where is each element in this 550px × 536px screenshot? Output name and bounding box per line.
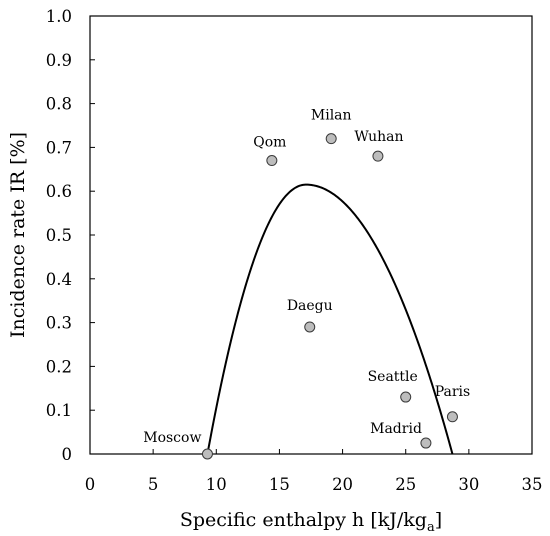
x-tick-label: 25: [395, 475, 416, 494]
point-label-daegu: Daegu: [287, 298, 333, 314]
x-tick-label: 0: [85, 475, 96, 494]
y-tick-label: 0.6: [46, 182, 72, 201]
x-axis-title-suffix: ]: [435, 509, 442, 531]
y-axis-title: Incidence rate IR [%]: [7, 132, 29, 338]
y-tick-label: 0: [62, 445, 73, 464]
data-point-milan: [325, 133, 337, 145]
data-point-seattle: [400, 391, 412, 403]
point-label-milan: Milan: [311, 108, 352, 124]
y-tick-label: 0.4: [46, 270, 72, 289]
y-tick-label: 0.5: [46, 226, 72, 245]
x-axis-title: Specific enthalpy h [kJ/kga]: [180, 509, 442, 535]
data-point-paris: [446, 411, 458, 423]
point-label-qom: Qom: [253, 135, 286, 151]
y-axis-ticks: 0 0.1 0.2 0.3 0.4 0.5 0.6 0.7 0.8 0.9 1.0: [46, 7, 95, 464]
x-axis-title-subscript: a: [427, 520, 435, 535]
x-tick-label: 10: [206, 475, 227, 494]
point-label-seattle: Seattle: [368, 369, 418, 385]
data-point-daegu: [304, 321, 316, 333]
data-point-qom: [266, 155, 278, 167]
y-tick-label: 0.8: [46, 95, 72, 114]
point-label-paris: Paris: [435, 384, 471, 400]
x-tick-label: 20: [332, 475, 353, 494]
y-tick-label: 0.7: [46, 138, 72, 157]
point-label-moscow: Moscow: [143, 430, 201, 446]
x-tick-label: 35: [522, 475, 543, 494]
point-label-madrid: Madrid: [370, 421, 422, 437]
x-axis-title-main: Specific enthalpy h [kJ/kg: [180, 509, 427, 531]
y-tick-label: 0.2: [46, 357, 72, 376]
y-tick-label: 0.3: [46, 314, 72, 333]
data-point-wuhan: [372, 150, 384, 162]
y-tick-label: 1.0: [46, 7, 72, 26]
x-tick-label: 30: [458, 475, 479, 494]
data-point-madrid: [420, 437, 432, 449]
y-tick-label: 0.9: [46, 51, 72, 70]
fit-curve: [206, 183, 454, 455]
x-axis-ticks: 0 5 10 15 20 25 30 35: [85, 449, 543, 494]
x-tick-label: 15: [269, 475, 290, 494]
x-tick-label: 5: [148, 475, 159, 494]
point-label-wuhan: Wuhan: [354, 129, 403, 145]
y-tick-label: 0.1: [46, 401, 72, 420]
data-point-moscow: [201, 448, 213, 460]
